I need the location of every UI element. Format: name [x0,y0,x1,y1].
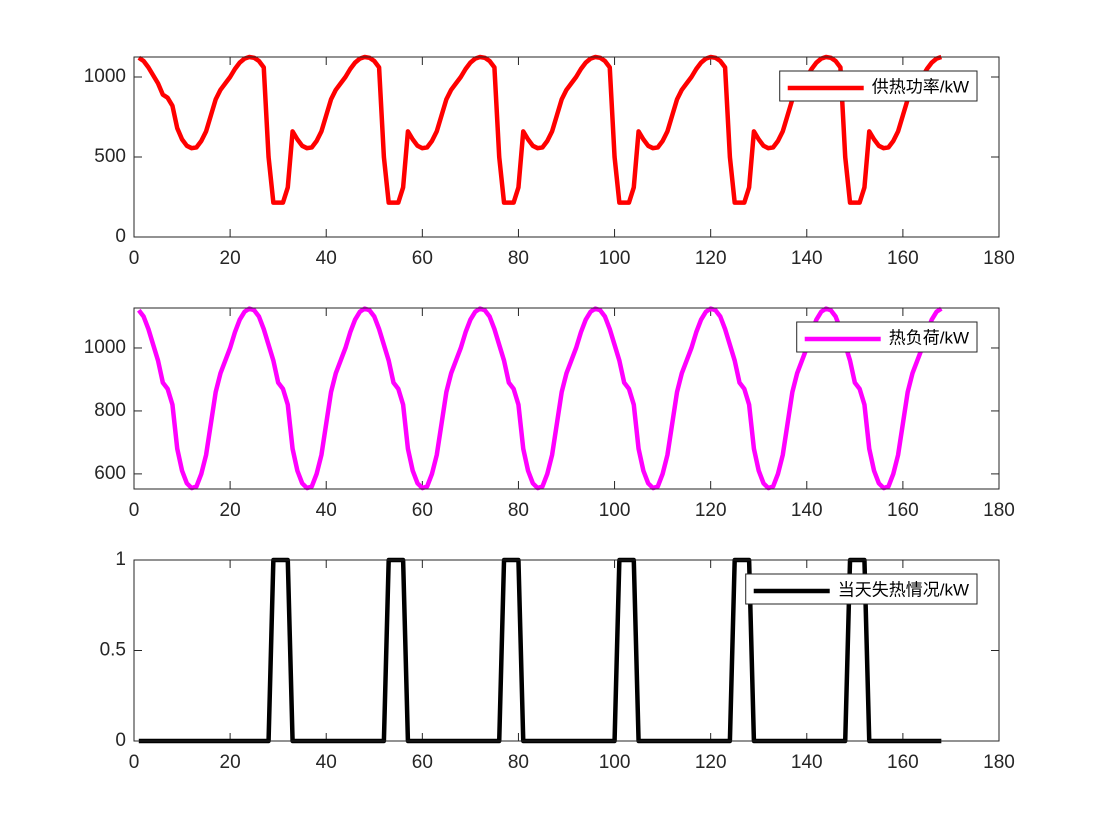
x-tick-label: 160 [887,752,919,773]
x-tick-label: 120 [695,752,727,773]
x-tick-label: 40 [316,248,337,269]
axes-box [133,56,1000,238]
x-tick-label: 40 [316,500,337,521]
x-tick-label: 60 [412,752,433,773]
x-tick-label: 100 [599,248,631,269]
y-tick-label: 1000 [84,337,126,358]
x-tick-label: 140 [791,248,823,269]
x-tick-label: 180 [983,248,1015,269]
axes-box [133,307,1000,490]
y-tick-label: 1000 [84,66,126,87]
y-tick-label: 800 [94,400,126,421]
legend: 供热功率/kW [779,70,978,102]
legend-label: 当天失热情况/kW [838,580,969,599]
x-tick-label: 100 [599,500,631,521]
y-tick-label: 0 [115,226,126,247]
x-tick-label: 20 [220,248,241,269]
x-tick-label: 20 [220,752,241,773]
x-tick-label: 80 [508,752,529,773]
x-tick-label: 140 [791,752,823,773]
x-tick-label: 20 [220,500,241,521]
x-tick-label: 0 [129,752,140,773]
x-tick-label: 0 [129,248,140,269]
axes-box [133,559,1000,742]
x-tick-label: 140 [791,500,823,521]
x-tick-label: 100 [599,752,631,773]
x-tick-label: 120 [695,500,727,521]
x-tick-label: 180 [983,500,1015,521]
legend-label: 供热功率/kW [872,77,969,96]
x-tick-label: 160 [887,500,919,521]
legend: 热负荷/kW [796,321,978,353]
legend-label: 热负荷/kW [889,328,969,347]
x-tick-label: 80 [508,500,529,521]
x-tick-label: 160 [887,248,919,269]
y-tick-label: 0.5 [100,640,126,661]
y-tick-label: 1 [115,549,126,570]
y-tick-label: 500 [94,146,126,167]
x-tick-label: 60 [412,248,433,269]
y-tick-label: 600 [94,463,126,484]
legend: 当天失热情况/kW [745,573,978,605]
y-tick-label: 0 [115,730,126,751]
x-tick-label: 0 [129,500,140,521]
x-tick-label: 60 [412,500,433,521]
x-tick-label: 180 [983,752,1015,773]
x-tick-label: 120 [695,248,727,269]
x-tick-label: 40 [316,752,337,773]
x-tick-label: 80 [508,248,529,269]
